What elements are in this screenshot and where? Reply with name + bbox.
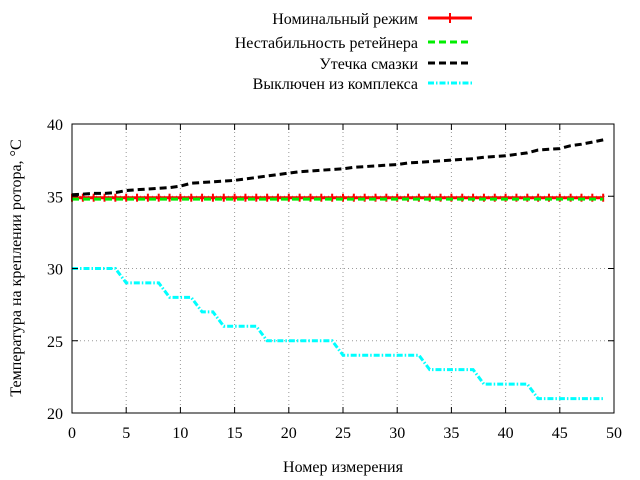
x-tick-label: 45 [552,425,568,442]
x-tick-label: 10 [172,425,188,442]
series-line-3 [71,138,604,197]
x-tick-label: 15 [227,425,243,442]
axis-ticks [71,123,615,414]
legend-label: Выключен из комплекса [253,76,418,93]
series-lines [71,138,605,401]
x-tick-label: 20 [281,425,297,442]
x-axis-label: Номер измерения [283,459,404,476]
x-tick-label: 0 [68,425,76,442]
legend-label: Утечка смазки [319,56,418,73]
x-tick-label: 35 [443,425,459,442]
legend-label: Нестабильность ретейнера [235,35,418,52]
x-tick-label: 5 [122,425,130,442]
x-tick-label: 50 [606,425,622,442]
legend: Номинальный режим Нестабильность ретейнер… [235,11,472,93]
y-tick-label: 40 [47,117,63,134]
y-axis-label: Температура на креплении ротора, °C [8,139,25,396]
y-tick-label: 35 [47,189,63,206]
y-tick-labels: 20 25 30 35 40 [47,117,63,423]
y-tick-label: 30 [47,262,63,279]
x-tick-label: 25 [335,425,351,442]
legend-label: Номинальный режим [272,11,418,28]
x-tick-label: 30 [389,425,405,442]
y-tick-label: 20 [47,406,63,423]
y-tick-label: 25 [47,334,63,351]
x-tick-labels: 0 5 10 15 20 25 30 35 40 45 50 [68,425,622,442]
x-tick-label: 40 [498,425,514,442]
grid-lines [72,124,614,413]
series-line-4 [72,267,604,401]
